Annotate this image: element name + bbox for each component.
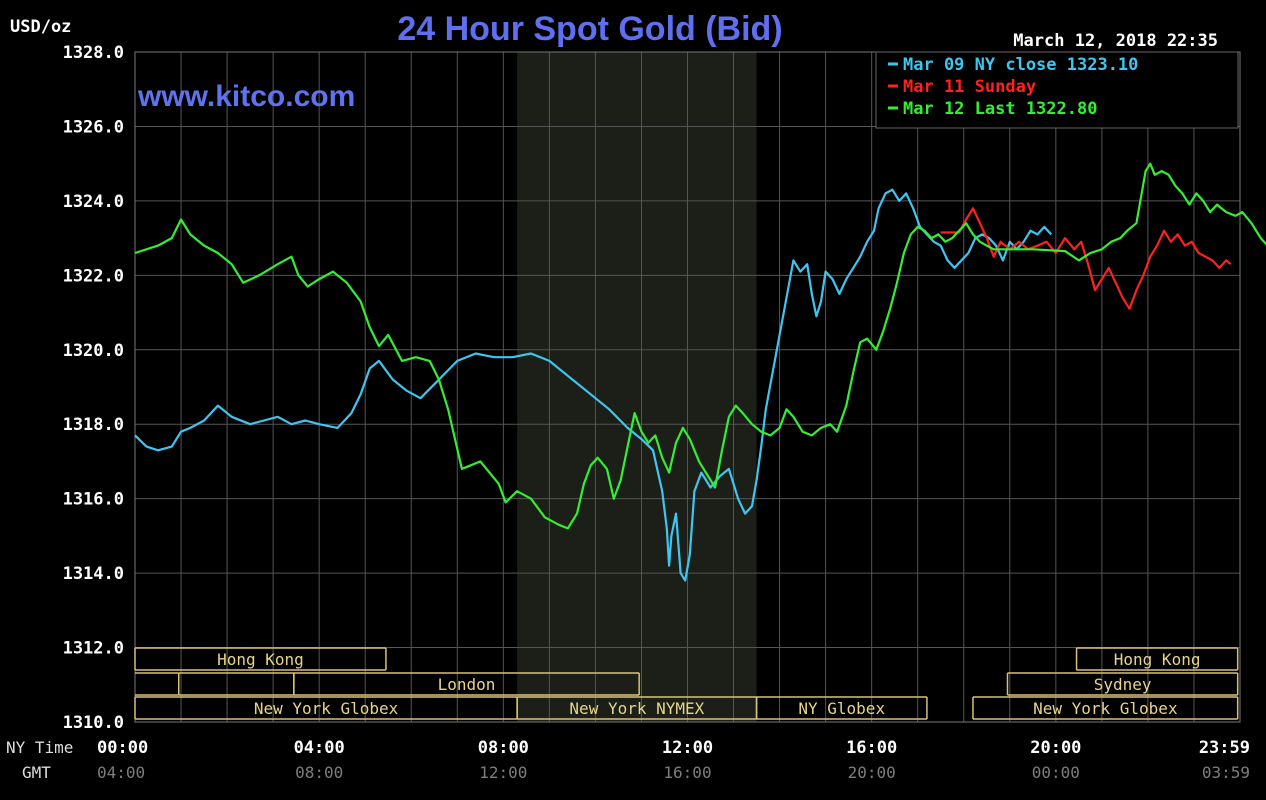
price-series <box>134 162 1266 582</box>
session-label: New York Globex <box>254 699 399 718</box>
x-axis-ny-time-label: NY Time <box>6 738 73 757</box>
y-tick-label: 1320.0 <box>63 341 124 361</box>
y-axis-unit-label: USD/oz <box>10 17 71 37</box>
x-tick-label-gmt: 03:59 <box>1202 763 1250 782</box>
x-tick-label-ny: 08:00 <box>478 738 529 758</box>
timestamp: March 12, 2018 22:35 <box>1013 31 1218 51</box>
session-label: London <box>438 675 496 694</box>
legend-box <box>875 51 1239 129</box>
series-line <box>940 207 1232 310</box>
y-tick-label: 1310.0 <box>63 713 124 733</box>
session-bar: London <box>293 672 640 696</box>
x-axis: 00:00 04:00 08:00 12:00 16:00 20:00 23:59 04:00… <box>97 738 1250 782</box>
session-bar: New York NYMEX <box>516 696 758 720</box>
chart-title: 24 Hour Spot Gold (Bid) <box>397 10 782 48</box>
x-tick-label-ny: 00:00 <box>97 738 148 758</box>
x-tick-label-gmt: 00:00 <box>1032 763 1080 782</box>
y-axis: 1310.0 1312.0 1314.0 1316.0 1318.0 1320.0 1322… <box>63 43 124 733</box>
x-tick-label-ny: 23:59 <box>1199 738 1250 758</box>
session-bar: Sydney <box>1006 672 1239 696</box>
session-label: NY Globex <box>798 699 885 718</box>
session-label: New York NYMEX <box>569 699 704 718</box>
x-tick-label-gmt: 12:00 <box>479 763 527 782</box>
session-bar <box>135 672 180 696</box>
session-bar: New York Globex <box>134 696 518 720</box>
session-label: Hong Kong <box>217 650 304 669</box>
x-tick-label-ny: 16:00 <box>846 738 897 758</box>
series-line <box>134 162 1266 530</box>
session-label: Hong Kong <box>1114 650 1201 669</box>
x-tick-label-ny: 04:00 <box>294 738 345 758</box>
y-tick-label: 1324.0 <box>63 192 124 212</box>
session-label: New York Globex <box>1033 699 1178 718</box>
legend-label: Mar 09 NY close 1323.10 <box>903 55 1138 75</box>
x-tick-label-ny: 12:00 <box>662 738 713 758</box>
y-tick-label: 1328.0 <box>63 43 124 63</box>
session-bar: Hong Kong <box>134 647 387 671</box>
x-axis-gmt-label: GMT <box>22 763 51 782</box>
y-tick-label: 1316.0 <box>63 490 124 510</box>
session-bar: Hong Kong <box>1075 647 1239 671</box>
y-tick-label: 1314.0 <box>63 564 124 584</box>
x-tick-label-gmt: 08:00 <box>295 763 343 782</box>
legend-label: Mar 12 Last 1322.80 <box>903 99 1097 119</box>
session-bar: NY Globex <box>755 696 928 720</box>
session-bar: New York Globex <box>972 696 1239 720</box>
x-tick-label-gmt: 20:00 <box>848 763 896 782</box>
x-tick-label-gmt: 04:00 <box>97 763 145 782</box>
series-line <box>134 188 1053 582</box>
market-sessions: Hong Kong London New York Globex New York N… <box>134 647 1239 720</box>
session-label: Sydney <box>1094 675 1152 694</box>
nymex-session-shading <box>517 52 757 722</box>
y-tick-label: 1318.0 <box>63 415 124 435</box>
watermark: www.kitco.com <box>137 80 355 113</box>
x-tick-label-gmt: 16:00 <box>663 763 711 782</box>
x-tick-label-ny: 20:00 <box>1030 738 1081 758</box>
y-tick-label: 1322.0 <box>63 266 124 286</box>
legend-label: Mar 11 Sunday <box>903 77 1036 97</box>
y-tick-label: 1326.0 <box>63 117 124 137</box>
plot-area-frame <box>134 51 1241 723</box>
y-tick-label: 1312.0 <box>63 639 124 659</box>
